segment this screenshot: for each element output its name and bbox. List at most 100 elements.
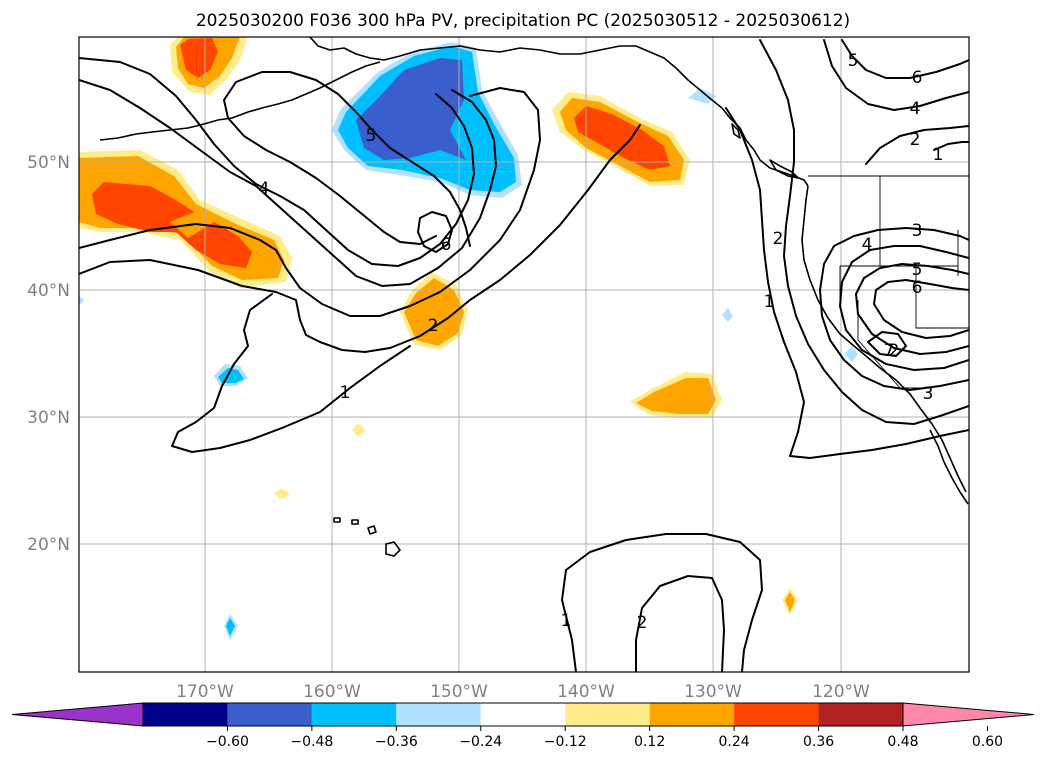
contour-label-4c: 4 bbox=[910, 99, 921, 119]
coastline-hawaii-big-island bbox=[385, 541, 401, 557]
pc-positive-area bbox=[404, 278, 464, 346]
graticule bbox=[79, 37, 969, 672]
colorbar-tick-label: 0.60 bbox=[972, 734, 1003, 750]
pc-positive-area bbox=[274, 488, 290, 500]
map-area: 1 1 1 1 2 2 2 2 2 3 3 4 4 4 5 5 5 6 6 6 … bbox=[79, 37, 969, 672]
coastline-alaska-south bbox=[309, 37, 723, 109]
colorbar-extend-min bbox=[11, 702, 144, 727]
lon-label-130w: 130°W bbox=[684, 682, 742, 702]
pc-negative-area bbox=[844, 346, 858, 362]
pc-positive-area bbox=[92, 182, 252, 268]
coastline-hawaii-kauai bbox=[333, 517, 341, 523]
pv-contour-ne-6 bbox=[841, 39, 969, 79]
pv-contour-3-east bbox=[819, 227, 969, 391]
colorbar-segment bbox=[143, 703, 228, 726]
longitude-labels: 170°W 160°W 150°W 140°W 130°W 120°W bbox=[176, 682, 870, 702]
coastlines bbox=[99, 37, 969, 557]
pc-negative-area bbox=[226, 618, 235, 636]
colorbar-tick-label: −0.24 bbox=[459, 734, 502, 750]
contour-label-6c: 6 bbox=[912, 68, 923, 88]
lat-label-50n: 50°N bbox=[27, 153, 70, 173]
pc-negative-area bbox=[79, 296, 84, 306]
contour-label-1b: 1 bbox=[764, 292, 775, 312]
contour-label-4b: 4 bbox=[862, 235, 873, 255]
pc-negative-area bbox=[356, 58, 466, 160]
pv-contour-south-1 bbox=[561, 533, 763, 672]
contour-label-5c: 5 bbox=[848, 51, 859, 71]
contour-label-5a: 5 bbox=[366, 126, 377, 146]
lat-label-20n: 20°N bbox=[27, 535, 70, 555]
colorbar-tick-label: 0.24 bbox=[719, 734, 750, 750]
pc-positive-area bbox=[636, 378, 716, 414]
pv-contour-6-west bbox=[417, 211, 453, 253]
colorbar-segment bbox=[396, 703, 481, 726]
contour-label-1c: 1 bbox=[561, 611, 572, 631]
pc-negative-area bbox=[218, 368, 244, 383]
coastline-hawaii-maui bbox=[367, 525, 377, 535]
lon-label-170w: 170°W bbox=[176, 682, 234, 702]
pv-contour-5-west bbox=[223, 71, 471, 247]
contour-label-1d: 1 bbox=[933, 145, 944, 165]
colorbar-extend-max bbox=[902, 702, 1035, 727]
pv-contour-1-west bbox=[79, 124, 641, 453]
colorbar-segment bbox=[480, 703, 566, 726]
pv-contour-4-east bbox=[839, 245, 969, 371]
lon-label-150w: 150°W bbox=[430, 682, 488, 702]
lon-label-160w: 160°W bbox=[303, 682, 361, 702]
pv-contour-1-east bbox=[725, 107, 969, 459]
latitude-labels: 50°N 40°N 30°N 20°N bbox=[27, 153, 70, 555]
colorbar-segment bbox=[565, 703, 650, 726]
contour-label-2e: 2 bbox=[889, 341, 900, 361]
pv-contours bbox=[79, 39, 969, 672]
colorbar-tick-label: −0.60 bbox=[206, 734, 249, 750]
contour-label-6b: 6 bbox=[912, 278, 923, 298]
contour-label-6a: 6 bbox=[441, 235, 452, 255]
contour-label-7: 7 bbox=[884, 341, 895, 361]
contour-label-5b: 5 bbox=[912, 260, 923, 280]
colorbar-tick-label: −0.36 bbox=[375, 734, 418, 750]
pc-positive-area bbox=[352, 423, 365, 437]
colorbar-tick-label: −0.12 bbox=[544, 734, 587, 750]
coastline-us-west bbox=[801, 185, 967, 493]
lon-label-140w: 140°W bbox=[557, 682, 615, 702]
precip-pc-shading bbox=[79, 37, 858, 640]
colorbar-segment bbox=[734, 703, 819, 726]
us-state-borders bbox=[839, 176, 969, 389]
lat-label-40n: 40°N bbox=[27, 281, 70, 301]
pc-positive-area bbox=[180, 38, 218, 78]
coastline-hawaii-oahu bbox=[351, 519, 359, 525]
figure-title: 2025030200 F036 300 hPa PV, precipitatio… bbox=[196, 11, 850, 31]
coastline-alaska-peninsula bbox=[319, 61, 381, 89]
pv-contour-4-west bbox=[79, 57, 475, 267]
pv-contour-6-east bbox=[873, 279, 969, 339]
pv-contour-2-west bbox=[79, 87, 541, 317]
lat-label-30n: 30°N bbox=[27, 408, 70, 428]
lon-label-120w: 120°W bbox=[812, 682, 870, 702]
colorbar-segment bbox=[227, 703, 312, 726]
pv-contour-ne-2 bbox=[865, 125, 969, 165]
contour-label-2a: 2 bbox=[428, 316, 439, 336]
coastline-haida-gwaii bbox=[731, 123, 741, 139]
contour-label-3b: 3 bbox=[923, 384, 934, 404]
colorbar-frame bbox=[142, 702, 904, 727]
colorbar-segment bbox=[818, 703, 903, 726]
colorbar-tick-label: 0.12 bbox=[634, 734, 665, 750]
coastline-baja bbox=[929, 429, 969, 505]
contour-label-2d: 2 bbox=[910, 130, 921, 150]
colorbar-tick-label: −0.48 bbox=[290, 734, 333, 750]
pv-contour-south-2 bbox=[635, 575, 725, 672]
pv-contour-ne-4 bbox=[823, 39, 969, 111]
contour-label-2b: 2 bbox=[773, 229, 784, 249]
coastline-vancouver-island bbox=[769, 159, 799, 179]
map-frame bbox=[78, 36, 970, 673]
pv-contour-5-east bbox=[855, 263, 969, 355]
pv-contour-3-west bbox=[79, 79, 497, 287]
pv-contour-ne-1 bbox=[933, 141, 969, 151]
pc-positive-area bbox=[574, 106, 670, 170]
contour-label-3a: 3 bbox=[912, 221, 923, 241]
pv-contour-7-east bbox=[867, 331, 907, 357]
pc-negative-area bbox=[722, 308, 733, 322]
contour-label-1a: 1 bbox=[340, 383, 351, 403]
colorbar: −0.60 −0.48 −0.36 −0.24 −0.12 0.12 0.24 0.36 0.4… bbox=[11, 702, 1035, 750]
pc-positive-area bbox=[785, 592, 795, 612]
